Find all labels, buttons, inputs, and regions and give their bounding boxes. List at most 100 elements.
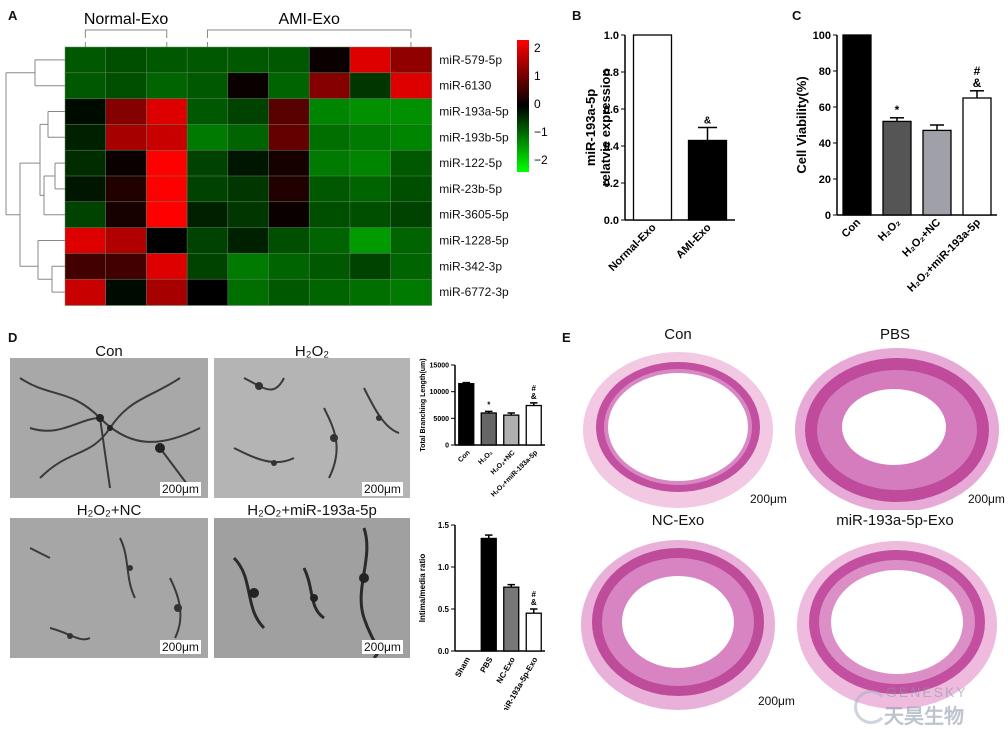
heatmap-cell	[268, 227, 310, 255]
heatmap-cell	[268, 175, 310, 203]
heatmap-cell	[105, 175, 148, 203]
heatmap-row-label: miR-122-5p	[439, 156, 502, 170]
heatmap-cell	[268, 201, 310, 229]
histology-label-nc-exo: NC-Exo	[651, 512, 705, 529]
heatmap-cell	[105, 278, 148, 306]
heatmap-cell	[390, 175, 433, 203]
y-tick-label: 0.2	[604, 178, 619, 190]
bar	[525, 612, 542, 652]
y-axis-label: Intima/media ratio	[418, 554, 427, 623]
heatmap-cell	[349, 278, 392, 306]
heatmap-cell	[146, 72, 188, 100]
column-dendrogram	[84, 42, 412, 47]
watermark-swoosh-icon	[854, 690, 888, 724]
heatmap-row-label: miR-3605-5p	[439, 208, 509, 222]
heatmap-cell	[64, 149, 107, 177]
significance-marker: &	[531, 598, 537, 607]
heatmap-cell	[105, 253, 148, 280]
heatmap-row-label: miR-193a-5p	[439, 105, 509, 119]
heatmap-cell	[308, 201, 351, 229]
heatmap-cell	[390, 149, 433, 177]
heatmap-cell	[349, 72, 392, 100]
heatmap-cell	[268, 253, 310, 280]
heatmap-cell	[349, 98, 392, 126]
heatmap-cell	[64, 227, 107, 255]
heatmap-cell	[146, 98, 188, 126]
scale-bar-label: 200μm	[160, 640, 201, 654]
heatmap-cell	[349, 149, 392, 177]
heatmap-cell	[308, 175, 351, 203]
bar	[687, 139, 728, 221]
heatmap-cell	[64, 175, 107, 203]
panel-letter-a: A	[8, 8, 18, 23]
x-tick-label: Normal-Exo	[606, 221, 658, 273]
micrograph-h2o2	[214, 358, 410, 498]
y-tick-label: 1.0	[604, 30, 619, 42]
heatmap-cell	[186, 72, 229, 100]
bar	[503, 586, 520, 652]
heatmap-cell	[308, 149, 351, 177]
significance-marker: &	[531, 392, 537, 401]
heatmap-cell	[308, 124, 351, 151]
scale-bar-label: 200μm	[966, 492, 1007, 506]
y-axis-label: Total Branching Length(um)	[420, 358, 427, 451]
legend-tick-label: 1	[534, 69, 541, 83]
legend-tick-label: −2	[534, 153, 548, 167]
legend-tick-label: 0	[534, 97, 541, 111]
heatmap-cell	[105, 149, 148, 177]
watermark-latin: GENESKY	[886, 684, 968, 700]
heatmap-cell	[308, 227, 351, 255]
group-label-normal: Normal-Exo	[84, 11, 169, 28]
significance-marker: &	[973, 76, 982, 90]
y-tick-label: 5000	[433, 416, 449, 423]
micrograph-h2o2-mir-193a-5p	[214, 518, 410, 658]
y-tick-label: 0.6	[604, 104, 619, 116]
watermark-logo: GENESKY 天昊生物	[850, 684, 1005, 728]
heatmap-cell	[268, 72, 310, 100]
bar-chart-intima-media: 0.0 0.5 1.0 1.5 Intima/media ratio Sham PBS NC-…	[418, 521, 545, 710]
heatmap-cell	[268, 124, 310, 151]
bar-chart-panel-b: 0.0 0.2 0.4 0.6 0.8 1.0 miR-193a-5prelatvie ex…	[583, 30, 735, 274]
bar	[480, 537, 497, 652]
heatmap-cell	[186, 175, 229, 203]
histology-image-mir-exo	[792, 530, 1002, 710]
group-label-ami: AMI-Exo	[279, 11, 340, 28]
heatmap-cell	[105, 124, 148, 151]
y-axis-label-line: miR-193a-5p	[583, 89, 598, 166]
heatmap-cell	[64, 253, 107, 280]
cell-network-image	[232, 527, 380, 658]
histology-image-con	[578, 345, 778, 510]
scale-bar-label: 200μm	[748, 492, 789, 506]
y-tick-label: 80	[819, 66, 831, 78]
heatmap-cell	[227, 149, 270, 177]
heatmap-cell	[146, 124, 188, 151]
watermark-chinese: 天昊生物	[884, 706, 964, 728]
heatmap-cell	[349, 175, 392, 203]
histology-image-nc-exo	[578, 530, 778, 710]
heatmap-cell	[349, 201, 392, 229]
heatmap-cell	[227, 46, 270, 74]
x-tick-label: Con	[457, 449, 472, 464]
y-tick-label: 0.0	[438, 647, 450, 656]
heatmap-cell	[227, 98, 270, 126]
heatmap-cell	[227, 201, 270, 229]
heatmap-panel-a: miR-579-5p miR-6130 miR-193a-5p miR-193b-5p…	[5, 11, 548, 306]
scale-bar-label: 200μm	[362, 482, 403, 496]
heatmap-cell	[268, 149, 310, 177]
heatmap-cell	[227, 278, 270, 306]
legend-colorbar	[517, 40, 529, 172]
significance-marker: *	[487, 400, 491, 409]
heatmap-row-label: miR-1228-5p	[439, 234, 509, 248]
heatmap-cell	[390, 98, 433, 126]
panel-letter-c: C	[792, 8, 802, 23]
y-axis-label: miR-193a-5prelatvie expression	[583, 69, 613, 187]
x-tick-label: Sham	[453, 656, 472, 679]
y-tick-label: 0.8	[604, 67, 619, 79]
bar	[503, 414, 520, 446]
heatmap-cell	[308, 46, 351, 74]
heatmap-cell	[227, 175, 270, 203]
heatmap-cell	[146, 227, 188, 255]
heatmap-cell	[64, 98, 107, 126]
heatmap-cell	[186, 98, 229, 126]
